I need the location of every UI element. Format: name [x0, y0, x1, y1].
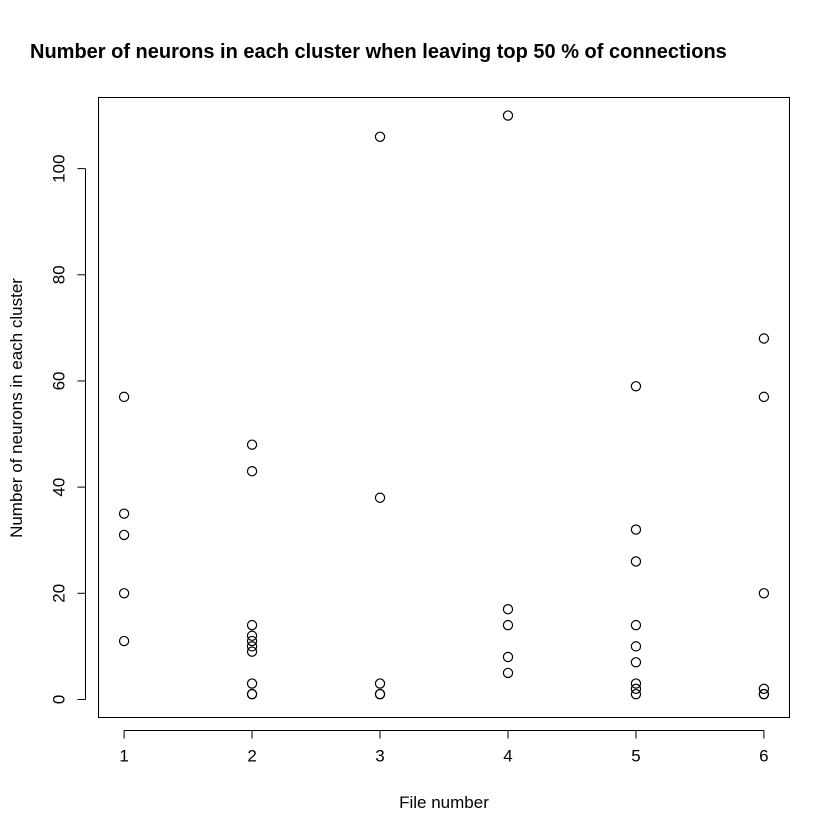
data-point	[502, 619, 514, 631]
x-tick-label: 2	[247, 747, 256, 766]
y-tick-label: 20	[50, 584, 69, 603]
x-tick-label: 6	[759, 747, 768, 766]
data-point	[246, 688, 258, 700]
y-tick-label: 0	[50, 695, 69, 704]
x-tick-label: 3	[375, 747, 384, 766]
data-point	[630, 678, 642, 689]
data-point	[630, 683, 642, 695]
data-point	[246, 439, 258, 450]
data-point	[630, 657, 642, 668]
data-point	[246, 465, 258, 477]
x-tick-label: 1	[119, 747, 128, 766]
data-point	[502, 667, 514, 679]
chart-title: Number of neurons in each cluster when l…	[30, 41, 727, 63]
data-point	[630, 688, 642, 700]
data-point	[630, 556, 642, 567]
plot-frame	[98, 97, 790, 718]
data-point	[630, 381, 642, 392]
data-point	[630, 524, 642, 535]
data-point	[758, 688, 770, 700]
data-point	[118, 588, 130, 599]
data-point	[374, 131, 386, 142]
data-points	[118, 110, 770, 700]
data-point	[374, 678, 386, 689]
data-point	[630, 641, 642, 652]
data-point	[246, 630, 258, 641]
y-tick-label: 100	[50, 154, 69, 182]
data-point	[246, 619, 258, 631]
data-point	[246, 635, 258, 647]
data-point	[118, 529, 130, 541]
x-axis: 1 2 3 4 5 6	[119, 730, 769, 766]
data-point	[118, 635, 130, 647]
data-point	[118, 508, 130, 519]
data-point	[758, 588, 770, 599]
data-point	[758, 683, 770, 695]
x-axis-label: File number	[399, 793, 489, 812]
data-point	[758, 333, 770, 344]
data-point	[374, 492, 386, 503]
data-point	[246, 678, 258, 689]
x-tick-label: 5	[631, 747, 640, 766]
data-point	[502, 604, 514, 615]
y-tick-label: 60	[50, 371, 69, 390]
data-point	[630, 619, 642, 631]
data-point	[758, 391, 770, 403]
data-point	[246, 646, 258, 657]
y-tick-label: 80	[50, 265, 69, 284]
data-point	[374, 688, 386, 700]
y-axis-label: Number of neurons in each cluster	[7, 278, 26, 538]
data-point	[246, 641, 258, 652]
data-point	[118, 391, 130, 403]
x-tick-label: 4	[503, 747, 512, 766]
data-point	[502, 651, 514, 663]
data-point	[502, 110, 514, 121]
y-tick-label: 40	[50, 478, 69, 497]
y-axis: 0 20 40 60 80 100	[50, 154, 86, 704]
